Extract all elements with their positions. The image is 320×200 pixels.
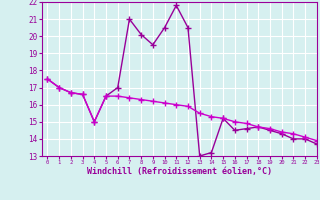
X-axis label: Windchill (Refroidissement éolien,°C): Windchill (Refroidissement éolien,°C) [87,167,272,176]
